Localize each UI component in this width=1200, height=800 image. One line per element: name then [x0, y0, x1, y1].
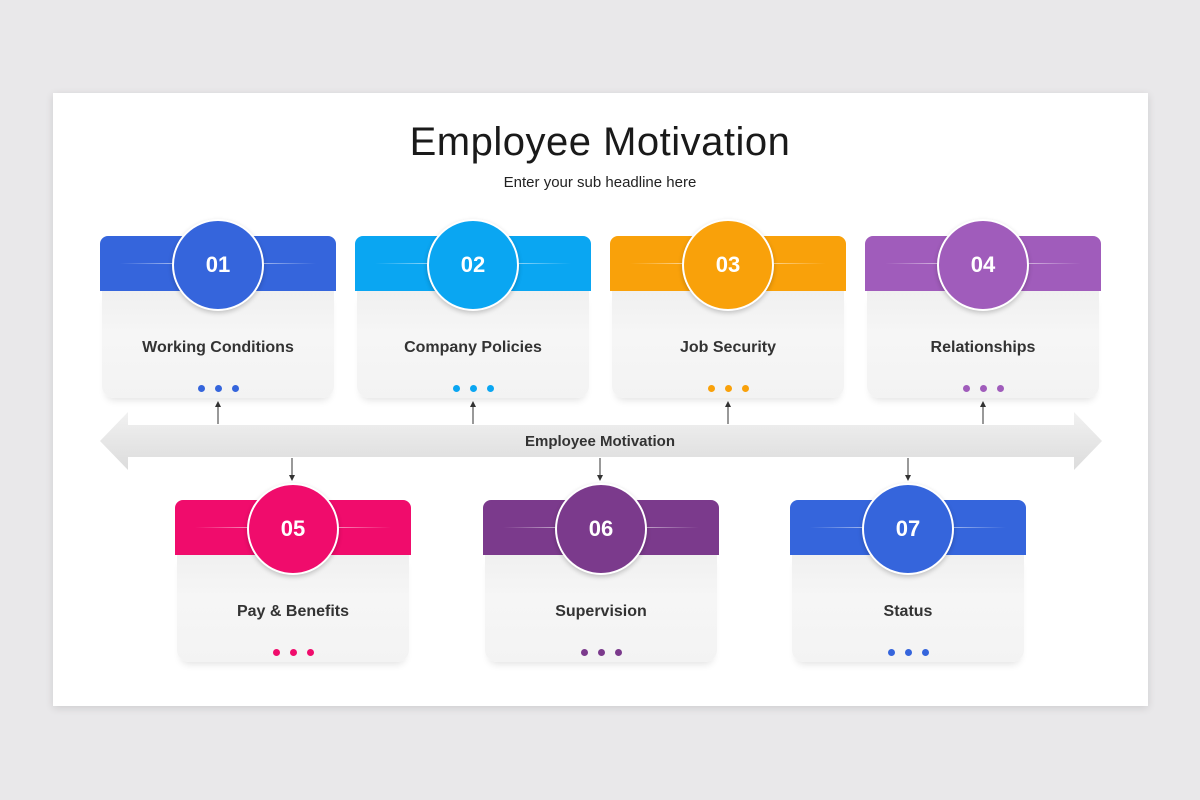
card-05: 05 Pay & Benefits [175, 483, 411, 665]
page-title: Employee Motivation [409, 120, 791, 164]
number-circle: 04 [937, 219, 1029, 311]
double-arrow [100, 412, 1102, 470]
card-label: Working Conditions [142, 339, 294, 356]
dots-indicator [355, 385, 591, 393]
card-label: Company Policies [404, 339, 542, 356]
card-04: 04 Relationships [865, 219, 1101, 401]
card-label: Job Security [679, 339, 777, 356]
dots-indicator [175, 649, 411, 657]
card-label: Supervision [555, 603, 647, 620]
number-circle: 05 [247, 483, 339, 575]
card-03: 03 Job Security [610, 219, 846, 401]
dots-indicator [100, 385, 336, 393]
card-label: Relationships [930, 339, 1036, 356]
number-circle: 06 [555, 483, 647, 575]
card-06: 06 Supervision [483, 483, 719, 665]
dots-indicator [790, 649, 1026, 657]
number-circle: 03 [682, 219, 774, 311]
number-circle: 02 [427, 219, 519, 311]
card-07: 07 Status [790, 483, 1026, 665]
dots-indicator [865, 385, 1101, 393]
number-circle: 07 [862, 483, 954, 575]
page-subtitle: Enter your sub headline here [503, 174, 697, 191]
card-01: 01 Working Conditions [100, 219, 336, 401]
dots-indicator [483, 649, 719, 657]
dots-indicator [610, 385, 846, 393]
number-circle: 01 [172, 219, 264, 311]
arrow-label: Employee Motivation [524, 433, 676, 450]
card-label: Status [883, 603, 933, 620]
card-label: Pay & Benefits [236, 603, 350, 620]
card-02: 02 Company Policies [355, 219, 591, 401]
